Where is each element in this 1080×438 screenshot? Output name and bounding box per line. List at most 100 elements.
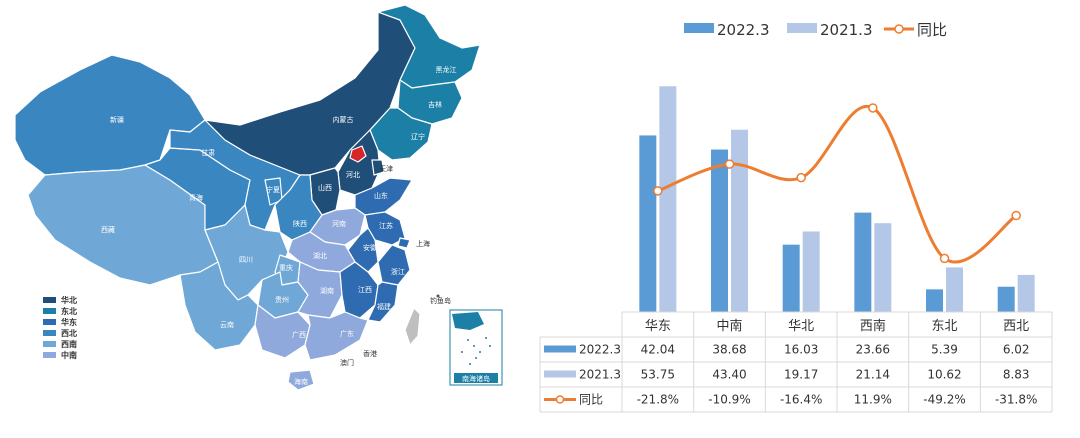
table-cell-0-4: 5.39 xyxy=(931,343,958,357)
table-cell-1-1: 43.40 xyxy=(712,368,746,382)
chart-legend-label-0: 2022.3 xyxy=(717,21,770,39)
province-label-guizhou: 贵州 xyxy=(275,295,289,304)
table-cell-1-0: 53.75 xyxy=(641,368,675,382)
bar-2021-1 xyxy=(731,129,749,312)
bar-2021-2 xyxy=(802,231,820,312)
map-legend-label: 西南 xyxy=(61,339,77,349)
map-legend-swatch xyxy=(43,330,56,336)
map-legend-swatch xyxy=(43,308,56,314)
table-cell-0-1: 38.68 xyxy=(712,343,746,357)
table-key-swatch-0 xyxy=(544,345,576,353)
yoy-point-1 xyxy=(724,159,735,169)
table-cell-1-4: 10.62 xyxy=(927,368,961,382)
map-legend-label: 西北 xyxy=(61,328,77,338)
province-label-ningxia: 宁夏 xyxy=(266,185,280,194)
yoy-point-2 xyxy=(796,172,806,183)
province-label-anhui: 安徽 xyxy=(363,243,377,252)
province-label-jilin: 吉林 xyxy=(428,100,442,109)
table-cell-0-5: 6.02 xyxy=(1003,343,1030,357)
province-label-chongqing: 重庆 xyxy=(279,263,293,272)
province-label-guangdong: 广东 xyxy=(340,329,354,338)
diaoyudao-label: 钓鱼岛 xyxy=(430,296,451,305)
bar-2021-5 xyxy=(1017,274,1035,312)
data-table: 华东 中南 华北 西南 东北 西北 2022.3 42.04 38.68 16.03 23.66 5.… xyxy=(539,311,1053,413)
table-cell-2-5: -31.8% xyxy=(995,393,1037,407)
table-cell-0-3: 23.66 xyxy=(856,343,890,357)
province-heilongjiang[interactable] xyxy=(377,4,481,89)
province-taiwan[interactable] xyxy=(404,307,421,346)
bar-2022-0 xyxy=(639,135,657,312)
bar-series xyxy=(639,86,1035,312)
province-beijing-marker[interactable] xyxy=(349,145,367,163)
chart-legend: 2022.3 2021.3 同比 xyxy=(684,21,947,39)
map-legend-label: 东北 xyxy=(61,306,77,316)
table-cell-0-2: 16.03 xyxy=(784,343,818,357)
table-cell-0-0: 42.04 xyxy=(641,343,675,357)
province-guangdong[interactable] xyxy=(304,311,369,361)
south-china-sea-inset: 南海诸岛 xyxy=(449,309,503,386)
province-label-tianjin: 天津 xyxy=(379,165,393,173)
bar-2021-0 xyxy=(659,86,677,312)
province-label-shaanxi: 陕西 xyxy=(293,219,307,228)
province-label-qinghai: 青海 xyxy=(189,193,203,202)
province-label-zhejiang: 浙江 xyxy=(391,267,405,276)
province-label-xianggang: 香港 xyxy=(363,349,377,358)
province-label-xinjiang: 新疆 xyxy=(110,115,124,124)
table-key-marker xyxy=(555,395,565,404)
map-legend-swatch xyxy=(43,297,56,303)
province-label-liaoning: 辽宁 xyxy=(411,132,425,141)
province-label-shanghai: 上海 xyxy=(416,239,430,248)
province-label-hunan: 湖南 xyxy=(320,286,334,295)
province-tianjin[interactable] xyxy=(371,159,385,176)
table-cell-2-2: -16.4% xyxy=(780,393,822,407)
province-label-guangxi: 广西 xyxy=(292,330,306,339)
bar-2022-5 xyxy=(997,286,1015,312)
bar-2022-1 xyxy=(711,149,729,312)
bar-2021-4 xyxy=(946,267,964,312)
province-label-gansu: 甘肃 xyxy=(201,148,215,157)
bar-2021-3 xyxy=(874,223,892,312)
province-label-hubei: 湖北 xyxy=(313,251,327,260)
category-label-0: 华东 xyxy=(645,319,671,334)
yoy-point-4 xyxy=(939,253,950,264)
map-legend-swatch xyxy=(43,352,56,358)
chart-legend-marker xyxy=(894,24,904,34)
province-shanghai[interactable] xyxy=(397,237,411,249)
province-zhejiang[interactable] xyxy=(377,244,411,286)
province-label-shandong: 山东 xyxy=(374,191,388,200)
province-label-hainan: 海南 xyxy=(294,377,308,386)
province-label-sichuan: 四川 xyxy=(239,256,253,264)
province-label-fujian: 福建 xyxy=(377,302,391,311)
map-legend-swatch xyxy=(43,319,56,325)
category-label-4: 东北 xyxy=(932,319,958,334)
province-label-xizang: 西藏 xyxy=(101,225,115,234)
province-neimenggu[interactable] xyxy=(204,11,416,176)
chart: 2022.3 2021.3 同比 华东 中南 华北 西南 东北 西北 2022.3 42.04 38… xyxy=(539,21,1053,413)
province-label-jiangxi: 江西 xyxy=(358,286,372,294)
table-cell-2-1: -10.9% xyxy=(708,393,750,407)
province-label-neimenggu: 内蒙古 xyxy=(333,115,354,124)
province-hainan[interactable] xyxy=(287,369,315,391)
bar-2022-2 xyxy=(782,244,800,312)
province-label-henan: 河南 xyxy=(332,219,346,228)
province-label-jiangsu: 江苏 xyxy=(379,221,393,230)
yoy-point-0 xyxy=(653,186,663,196)
inset-label: 南海诸岛 xyxy=(462,374,490,383)
table-cell-2-3: 11.9% xyxy=(854,393,892,407)
map-legend-swatch xyxy=(43,341,56,347)
table-cell-1-3: 21.14 xyxy=(856,368,890,382)
map-legend-label: 华东 xyxy=(61,317,77,327)
table-cell-1-5: 8.83 xyxy=(1003,368,1030,382)
province-label-aomen: 澳门 xyxy=(340,358,354,367)
table-cell-2-0: -21.8% xyxy=(637,393,679,407)
table-row-label-1: 2021.3 xyxy=(579,368,621,382)
diaoyudao-marker xyxy=(436,294,440,298)
province-fujian[interactable] xyxy=(367,281,399,323)
yoy-point-5 xyxy=(1011,210,1021,221)
province-label-shanxi: 山西 xyxy=(318,183,332,192)
category-label-2: 华北 xyxy=(788,319,814,334)
